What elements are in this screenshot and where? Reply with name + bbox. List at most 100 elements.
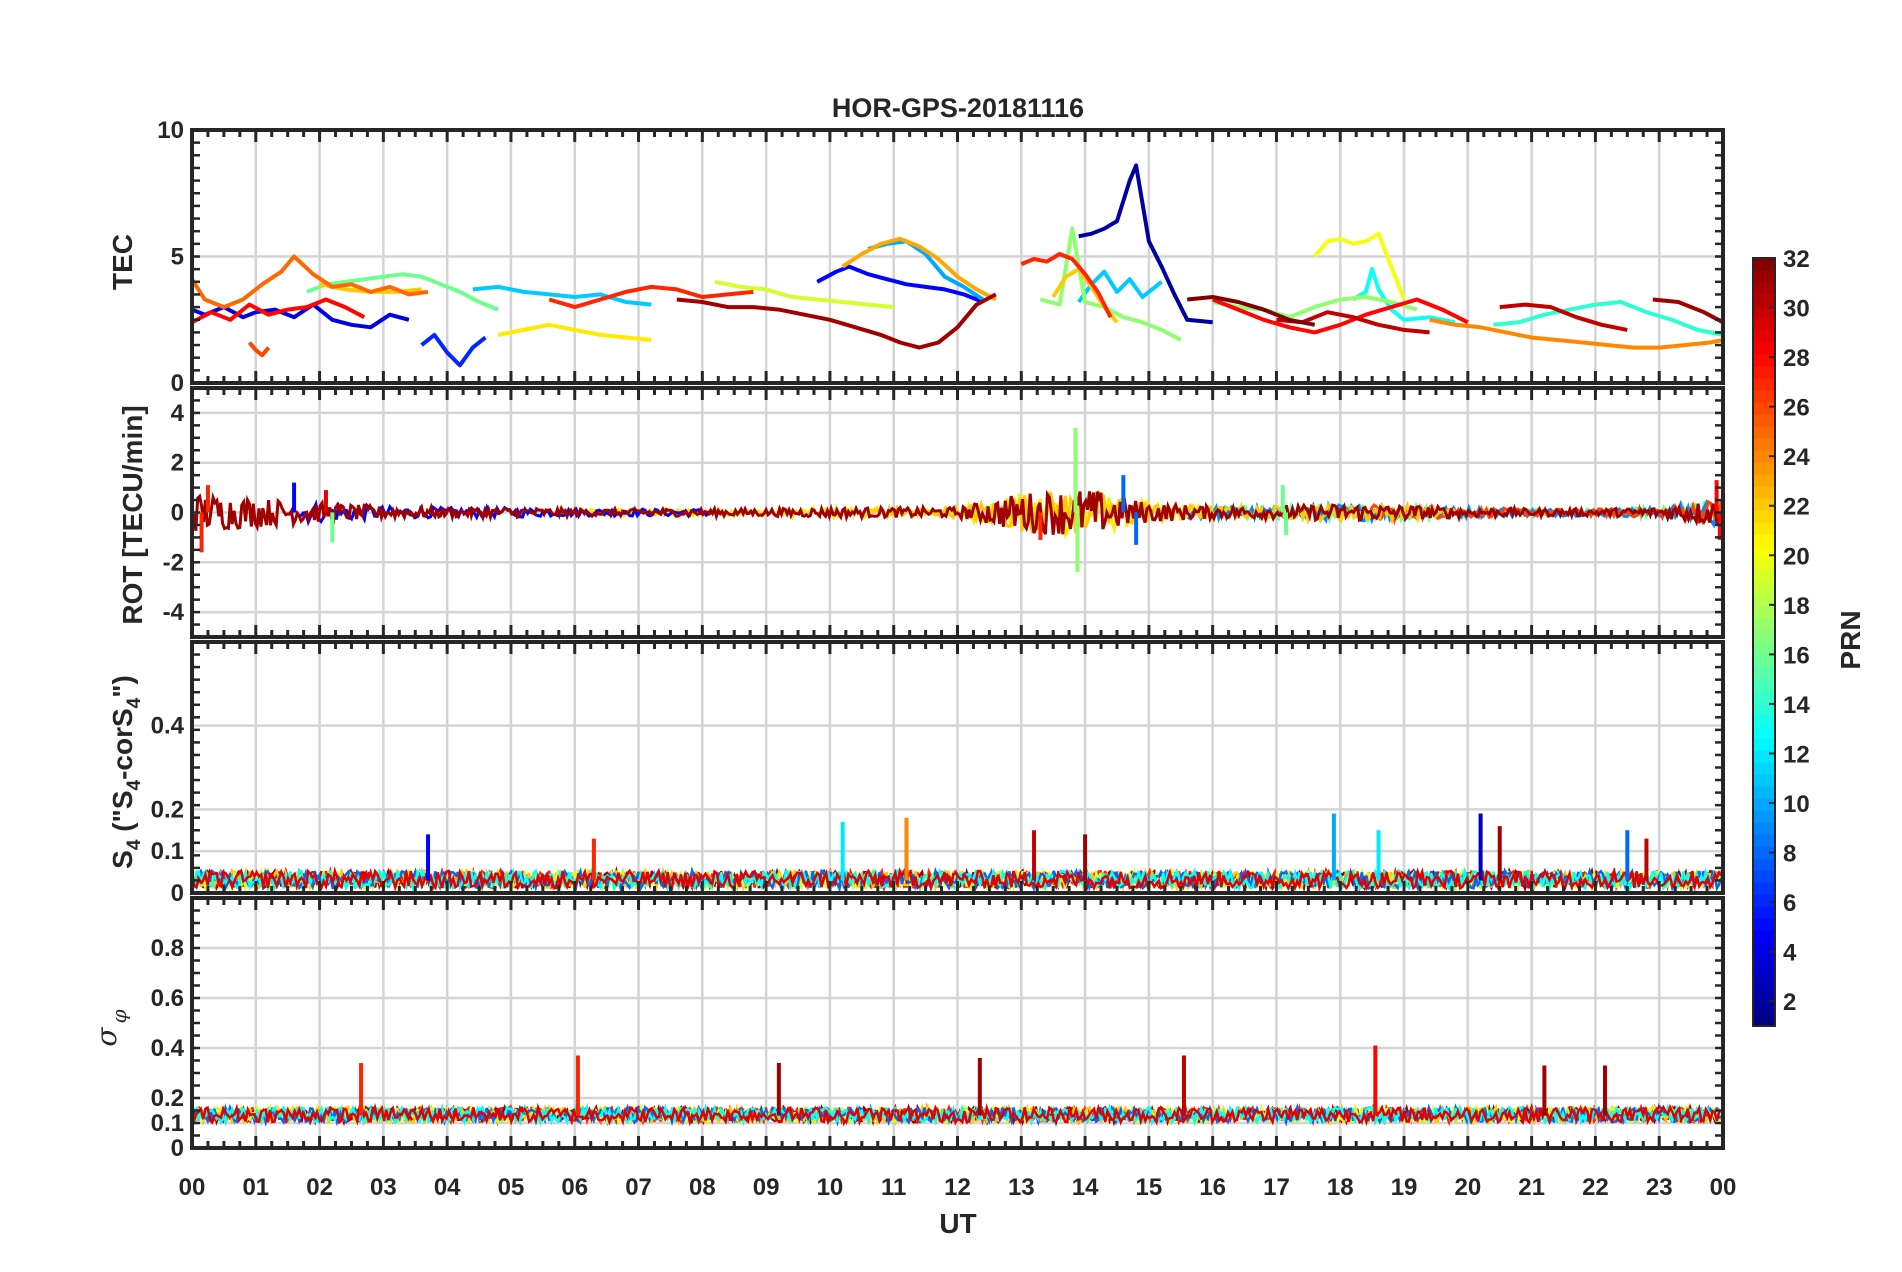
x-tick-label: 02 bbox=[306, 1174, 333, 1201]
colorbar-segment bbox=[1753, 858, 1775, 871]
y-tick-label: 4 bbox=[171, 400, 185, 427]
tec-series-line bbox=[714, 279, 894, 310]
colorbar-segment bbox=[1753, 942, 1775, 955]
y-tick-label: 5 bbox=[171, 244, 184, 271]
rot-noise-line bbox=[190, 489, 1723, 535]
colorbar-segment bbox=[1753, 510, 1775, 523]
colorbar-segment bbox=[1753, 318, 1775, 331]
tec-series-line bbox=[247, 341, 271, 358]
rot-ylabel: ROT [TECU/min] bbox=[117, 405, 148, 624]
colorbar-segment bbox=[1753, 678, 1775, 691]
colorbar-segment bbox=[1753, 690, 1775, 703]
colorbar-segment bbox=[1753, 498, 1775, 511]
x-tick-label: 15 bbox=[1136, 1174, 1163, 1201]
colorbar-segment bbox=[1753, 714, 1775, 727]
chart-title: HOR-GPS-20181116 bbox=[832, 93, 1084, 123]
colorbar-segment bbox=[1753, 438, 1775, 451]
s4-panel: 0 0.1 0.2 0.4 bbox=[151, 640, 1725, 907]
tec-series-line bbox=[841, 236, 997, 302]
tec-series-line bbox=[306, 272, 499, 312]
tec-series-line bbox=[1652, 297, 1724, 325]
colorbar-tick-label: 14 bbox=[1783, 692, 1810, 719]
x-tick-label: 08 bbox=[689, 1174, 716, 1201]
x-tick-label: 17 bbox=[1263, 1174, 1290, 1201]
tec-series-line bbox=[676, 292, 997, 350]
tec-series-line bbox=[1313, 231, 1406, 301]
noise-line bbox=[191, 1102, 1722, 1127]
x-tick-label: 03 bbox=[370, 1174, 397, 1201]
colorbar-tick-label: 10 bbox=[1783, 791, 1810, 818]
colorbar-segment bbox=[1753, 330, 1775, 343]
colorbar-segment bbox=[1753, 990, 1775, 1003]
colorbar-segment bbox=[1753, 402, 1775, 415]
y-tick-label: 0.4 bbox=[151, 1035, 185, 1062]
colorbar-segment bbox=[1753, 762, 1775, 775]
colorbar-tick-label: 28 bbox=[1783, 345, 1810, 372]
colorbar-segment bbox=[1753, 654, 1775, 667]
colorbar-segment bbox=[1753, 450, 1775, 463]
colorbar-segment bbox=[1753, 594, 1775, 607]
colorbar-segment bbox=[1753, 822, 1775, 835]
colorbar-segment bbox=[1753, 750, 1775, 763]
x-tick-label: 01 bbox=[242, 1174, 269, 1201]
colorbar-segment bbox=[1753, 930, 1775, 943]
y-tick-label: 0.1 bbox=[151, 838, 184, 865]
colorbar-tick-label: 18 bbox=[1783, 593, 1810, 620]
y-tick-label: 2 bbox=[171, 450, 184, 477]
colorbar-segment bbox=[1753, 426, 1775, 439]
colorbar-tick-label: 6 bbox=[1783, 890, 1796, 917]
tec-panel: 0 5 10 bbox=[157, 117, 1725, 397]
colorbar-segment bbox=[1753, 1002, 1775, 1015]
colorbar-tick-label: 8 bbox=[1783, 841, 1796, 868]
x-tick-label: 20 bbox=[1454, 1174, 1481, 1201]
colorbar-segment bbox=[1753, 618, 1775, 631]
colorbar-segment bbox=[1753, 534, 1775, 547]
colorbar-tick-label: 26 bbox=[1783, 395, 1810, 422]
colorbar-label: PRN bbox=[1835, 610, 1866, 669]
colorbar-segment bbox=[1753, 294, 1775, 307]
x-tick-label: 10 bbox=[817, 1174, 844, 1201]
colorbar-segment bbox=[1753, 786, 1775, 799]
colorbar-tick-label: 16 bbox=[1783, 642, 1810, 669]
rot-panel: -4 -2 0 2 4 bbox=[163, 386, 1725, 639]
y-tick-label: 10 bbox=[157, 117, 184, 144]
tec-series-line bbox=[1078, 163, 1213, 325]
x-tick-label: 12 bbox=[944, 1174, 971, 1201]
colorbar-segment bbox=[1753, 642, 1775, 655]
tec-series-line bbox=[1493, 300, 1724, 337]
y-tick-label: 0 bbox=[171, 880, 184, 907]
tec-series-line bbox=[420, 332, 487, 368]
colorbar-segment bbox=[1753, 462, 1775, 475]
colorbar-tick-label: 22 bbox=[1783, 494, 1810, 521]
colorbar-segment bbox=[1753, 354, 1775, 367]
colorbar-segment bbox=[1753, 1014, 1775, 1027]
x-tick-label: 09 bbox=[753, 1174, 780, 1201]
colorbar-segment bbox=[1753, 870, 1775, 883]
colorbar-segment bbox=[1753, 630, 1775, 643]
colorbar-segment bbox=[1753, 846, 1775, 859]
colorbar-segment bbox=[1753, 366, 1775, 379]
noise-line bbox=[190, 866, 1723, 893]
x-tick-label: 13 bbox=[1008, 1174, 1035, 1201]
colorbar-tick-label: 12 bbox=[1783, 741, 1810, 768]
tec-series-line bbox=[548, 284, 754, 310]
y-tick-label: 0 bbox=[171, 500, 184, 527]
x-tick-label: 16 bbox=[1199, 1174, 1226, 1201]
colorbar-tick-label: 2 bbox=[1783, 989, 1796, 1016]
tec-series-line bbox=[1020, 252, 1113, 319]
colorbar-segment bbox=[1753, 582, 1775, 595]
colorbar-segment bbox=[1753, 834, 1775, 847]
tec-series-line bbox=[191, 297, 366, 325]
colorbar-segment bbox=[1753, 342, 1775, 355]
x-tick-label: 00 bbox=[179, 1174, 206, 1201]
colorbar-frame bbox=[1752, 257, 1776, 1027]
tec-series-line bbox=[1499, 302, 1628, 332]
y-tick-label: 0 bbox=[171, 370, 184, 397]
sigma-phi-panel: 00.10.2 0.4 0.6 0.8 bbox=[151, 896, 1725, 1162]
colorbar-segment bbox=[1753, 282, 1775, 295]
colorbar-segment bbox=[1753, 882, 1775, 895]
colorbar-tick-label: 30 bbox=[1783, 296, 1810, 323]
colorbar-segment bbox=[1753, 966, 1775, 979]
